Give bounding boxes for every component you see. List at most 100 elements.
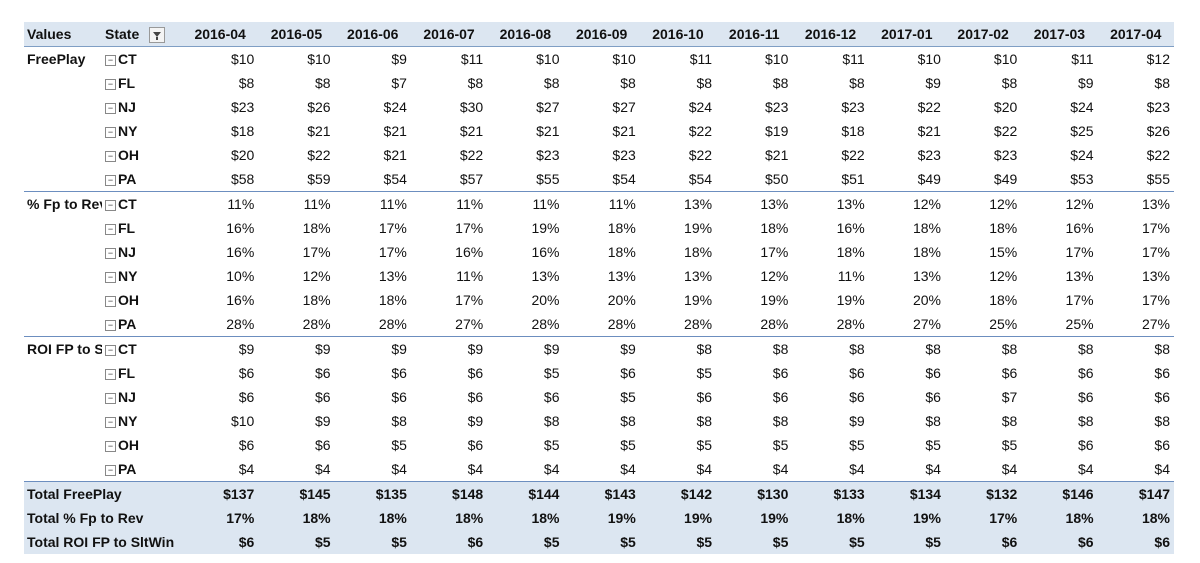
value-cell[interactable]: $10 — [230, 51, 255, 67]
value-cell[interactable]: 12% — [1065, 196, 1094, 212]
value-cell[interactable]: 12% — [989, 196, 1018, 212]
state-cell[interactable]: − FL — [102, 361, 182, 385]
value-cell[interactable]: 18% — [607, 244, 636, 260]
value-cell[interactable]: 12% — [760, 268, 789, 284]
value-cell[interactable]: $12 — [1146, 51, 1170, 67]
value-cell[interactable]: 16% — [226, 220, 255, 236]
total-value-cell[interactable]: $5 — [925, 534, 941, 550]
total-value-cell[interactable]: $5 — [391, 534, 407, 550]
state-cell[interactable]: − OH — [102, 433, 182, 457]
collapse-icon[interactable]: − — [105, 78, 116, 90]
value-cell[interactable]: $55 — [487, 167, 564, 192]
value-cell[interactable]: 17% — [378, 220, 407, 236]
value-cell[interactable]: 28% — [487, 312, 564, 337]
value-cell[interactable]: 27% — [868, 312, 945, 337]
state-cell[interactable]: − PA — [102, 312, 182, 337]
month-header[interactable]: 2016-06 — [347, 26, 399, 42]
value-cell[interactable]: $8 — [1154, 341, 1170, 357]
value-cell[interactable]: $22 — [688, 147, 713, 163]
month-header[interactable]: 2016-11 — [728, 26, 780, 42]
state-cell[interactable]: − PA — [102, 167, 182, 192]
value-cell[interactable]: $18 — [841, 123, 865, 139]
value-cell[interactable]: $5 — [543, 365, 560, 381]
value-cell[interactable]: $24 — [383, 99, 407, 115]
collapse-icon[interactable]: − — [105, 247, 116, 259]
value-cell[interactable]: $49 — [868, 167, 945, 192]
total-value-cell[interactable]: $5 — [772, 534, 789, 550]
total-value-cell[interactable]: 17% — [226, 510, 255, 526]
value-cell[interactable]: $20 — [993, 99, 1018, 115]
total-value-cell[interactable]: $5 — [620, 534, 636, 550]
total-value-cell[interactable]: $135 — [334, 481, 411, 506]
value-cell[interactable]: $5 — [696, 437, 713, 453]
value-cell[interactable]: $59 — [258, 167, 335, 192]
total-value-cell[interactable]: $6 — [238, 534, 255, 550]
value-cell[interactable]: 13% — [684, 196, 713, 212]
value-cell[interactable]: $7 — [391, 75, 407, 91]
month-header[interactable]: 2016-09 — [575, 26, 628, 42]
value-cell[interactable]: $6 — [1001, 365, 1018, 381]
state-cell[interactable]: − CT — [102, 192, 182, 217]
value-cell[interactable]: $5 — [620, 437, 636, 453]
value-cell[interactable]: 19% — [684, 220, 713, 236]
value-cell[interactable]: $8 — [772, 341, 789, 357]
month-header[interactable]: 2016-08 — [499, 26, 552, 42]
collapse-icon[interactable]: − — [105, 271, 116, 283]
total-value-cell[interactable]: $145 — [258, 481, 335, 506]
value-cell[interactable]: $23 — [1146, 99, 1170, 115]
value-cell[interactable]: 18% — [912, 220, 941, 236]
value-cell[interactable]: 18% — [607, 220, 636, 236]
value-cell[interactable]: $6 — [391, 389, 407, 405]
month-header[interactable]: 2016-12 — [804, 26, 857, 42]
value-cell[interactable]: 17% — [1141, 244, 1170, 260]
value-cell[interactable]: $6 — [1154, 365, 1170, 381]
value-cell[interactable]: $23 — [612, 147, 636, 163]
value-cell[interactable]: $8 — [696, 75, 713, 91]
value-cell[interactable]: 28% — [716, 312, 793, 337]
value-cell[interactable]: 13% — [836, 196, 865, 212]
value-cell[interactable]: $22 — [688, 123, 713, 139]
value-cell[interactable]: $6 — [1154, 437, 1170, 453]
total-value-cell[interactable]: $130 — [716, 481, 793, 506]
month-header[interactable]: 2016-05 — [270, 26, 323, 42]
value-cell[interactable]: $6 — [849, 365, 865, 381]
value-cell[interactable]: 16% — [836, 220, 865, 236]
value-cell[interactable]: $4 — [1097, 457, 1174, 482]
value-cell[interactable]: $9 — [315, 341, 331, 357]
value-cell[interactable]: $6 — [1154, 389, 1170, 405]
collapse-icon[interactable]: − — [105, 150, 116, 162]
value-cell[interactable]: $5 — [696, 365, 713, 381]
collapse-icon[interactable]: − — [105, 174, 116, 186]
value-cell[interactable]: $23 — [230, 99, 255, 115]
value-cell[interactable]: 12% — [989, 268, 1018, 284]
value-cell[interactable]: 18% — [989, 292, 1018, 308]
state-cell[interactable]: − NJ — [102, 240, 182, 264]
value-cell[interactable]: $4 — [792, 457, 869, 482]
value-cell[interactable]: $9 — [238, 341, 255, 357]
value-cell[interactable]: $8 — [925, 413, 941, 429]
value-cell[interactable]: 11% — [303, 196, 331, 212]
total-value-cell[interactable]: $5 — [543, 534, 560, 550]
value-cell[interactable]: 13% — [1065, 268, 1094, 284]
value-cell[interactable]: $4 — [487, 457, 564, 482]
total-value-cell[interactable]: 18% — [1065, 510, 1094, 526]
value-cell[interactable]: $24 — [688, 99, 713, 115]
value-cell[interactable]: $22 — [841, 147, 865, 163]
value-cell[interactable]: 15% — [989, 244, 1018, 260]
total-value-cell[interactable]: 19% — [607, 510, 636, 526]
value-cell[interactable]: $22 — [307, 147, 331, 163]
value-cell[interactable]: $20 — [230, 147, 255, 163]
value-cell[interactable]: 17% — [378, 244, 407, 260]
value-cell[interactable]: 17% — [760, 244, 789, 260]
total-value-cell[interactable]: $5 — [696, 534, 713, 550]
value-cell[interactable]: $10 — [612, 51, 636, 67]
state-cell[interactable]: − CT — [102, 337, 182, 362]
total-value-cell[interactable]: 18% — [378, 510, 407, 526]
value-cell[interactable]: $8 — [315, 75, 331, 91]
collapse-icon[interactable]: − — [105, 102, 116, 114]
value-cell[interactable]: $4 — [868, 457, 945, 482]
state-cell[interactable]: − NJ — [102, 95, 182, 119]
value-cell[interactable]: $23 — [841, 99, 865, 115]
value-cell[interactable]: $6 — [238, 365, 255, 381]
value-cell[interactable]: $8 — [238, 75, 255, 91]
